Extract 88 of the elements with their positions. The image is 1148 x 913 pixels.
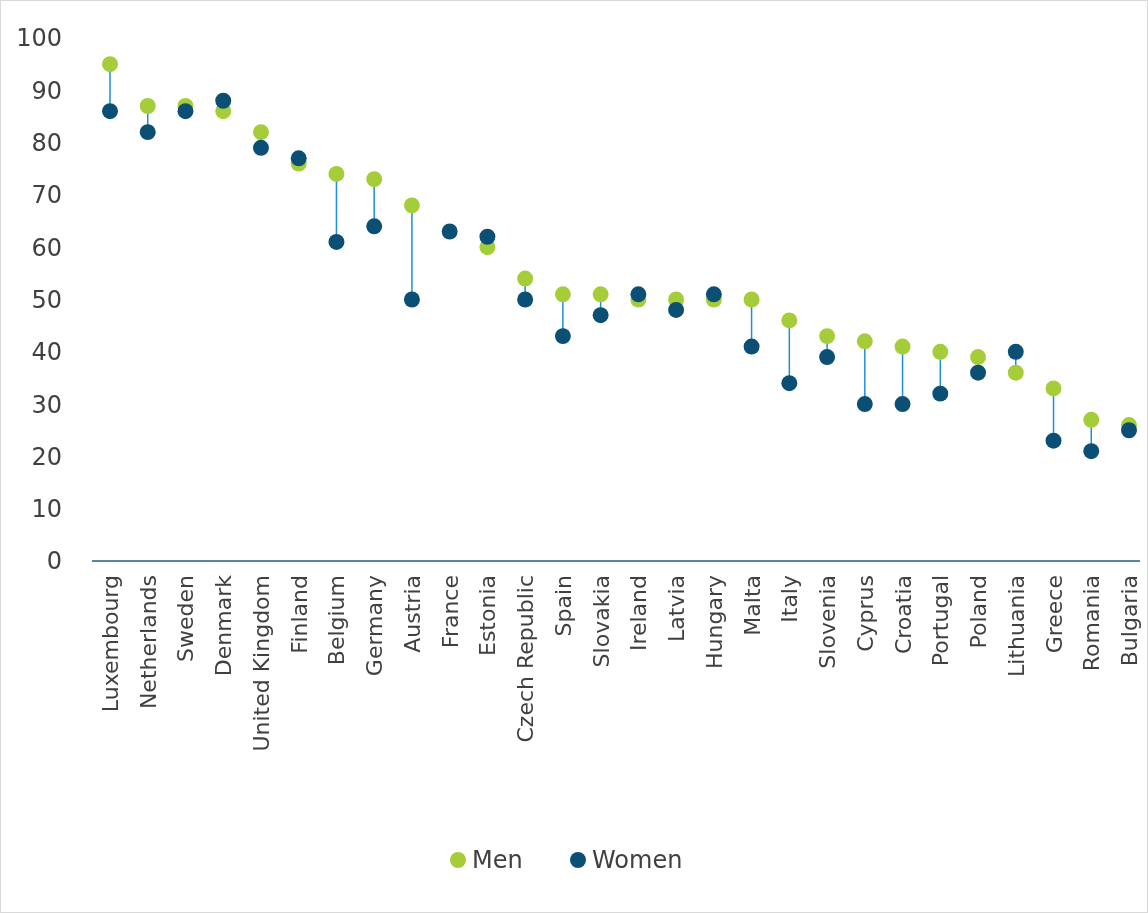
point	[139, 124, 156, 141]
point	[177, 103, 194, 120]
point	[517, 270, 534, 287]
point	[781, 375, 798, 392]
x-tick-label: Ireland	[626, 575, 652, 652]
point	[970, 364, 987, 381]
x-tick-label: Lithuania	[1003, 575, 1029, 677]
point	[554, 286, 571, 303]
x-tick-label: Austria	[399, 575, 425, 653]
y-tick-label: 30	[31, 390, 62, 419]
point	[403, 197, 420, 214]
point	[819, 349, 836, 365]
x-tick-label: Netherlands	[135, 575, 161, 710]
point	[479, 228, 496, 245]
point	[252, 124, 269, 141]
point	[1007, 343, 1024, 360]
point	[856, 396, 873, 413]
point	[1045, 432, 1062, 449]
point	[252, 139, 269, 156]
x-tick-label: Malta	[739, 575, 765, 636]
x-tick-label: Cyprus	[852, 575, 878, 652]
point	[781, 312, 798, 329]
y-tick-label: 80	[31, 129, 62, 157]
point	[1083, 411, 1100, 428]
point	[894, 396, 911, 413]
y-tick-label: 70	[31, 181, 62, 210]
point	[102, 56, 118, 73]
point	[441, 223, 458, 240]
x-tick-label: Poland	[966, 575, 992, 649]
x-tick-label: Belgium	[324, 575, 350, 666]
x-tick-label: Slovakia	[588, 575, 614, 668]
point	[819, 328, 836, 345]
y-tick-label: 40	[31, 338, 62, 367]
point	[328, 166, 345, 182]
point	[705, 286, 722, 303]
point	[215, 92, 232, 109]
legend-label: Men	[472, 846, 523, 875]
point	[668, 302, 685, 318]
y-tick-label: 100	[16, 24, 62, 53]
point	[366, 171, 383, 188]
x-tick-label: Denmark	[211, 574, 237, 677]
point	[630, 286, 647, 303]
point	[932, 385, 949, 402]
x-tick-label: Latvia	[664, 575, 690, 642]
y-tick-label: 10	[31, 495, 62, 524]
x-tick-label: Spain	[550, 575, 576, 637]
x-tick-label: Germany	[362, 575, 388, 677]
y-tick-label: 20	[31, 442, 62, 471]
x-tick-label: Luxembourg	[98, 575, 123, 713]
x-tick-label: Sweden	[173, 575, 199, 662]
x-tick-label: Croatia	[890, 575, 916, 655]
point	[970, 349, 987, 365]
y-tick-label: 60	[31, 233, 62, 262]
point	[554, 328, 571, 345]
point	[743, 291, 760, 308]
point	[517, 291, 534, 308]
x-tick-label: United Kingdom	[248, 575, 274, 752]
point	[328, 234, 345, 250]
x-tick-label: Estonia	[475, 575, 501, 656]
point	[1045, 380, 1062, 397]
point	[894, 338, 911, 355]
point	[743, 338, 760, 355]
y-tick-label: 90	[31, 76, 62, 105]
point	[290, 150, 307, 167]
point	[366, 218, 383, 235]
point	[592, 286, 609, 303]
x-tick-label: Hungary	[701, 575, 727, 669]
x-tick-label: Portugal	[928, 575, 954, 667]
x-tick-label: Finland	[286, 575, 312, 654]
point	[856, 333, 873, 350]
point	[102, 103, 118, 120]
x-tick-label: Italy	[777, 575, 803, 623]
x-tick-label: France	[437, 575, 463, 649]
x-tick-label: Romania	[1079, 575, 1105, 672]
x-tick-label: Bulgaria	[1117, 575, 1142, 667]
y-tick-label: 0	[46, 547, 62, 576]
x-tick-label: Czech Republic	[513, 575, 539, 743]
x-tick-label: Slovenia	[815, 575, 841, 669]
point	[932, 343, 949, 360]
point	[1007, 364, 1024, 381]
point	[592, 307, 609, 324]
point	[139, 98, 156, 114]
y-tick-label: 50	[31, 285, 62, 314]
point	[1121, 422, 1137, 439]
legend-label: Women	[592, 846, 683, 875]
point	[403, 291, 420, 308]
x-tick-label: Greece	[1041, 575, 1067, 654]
point	[1083, 443, 1100, 460]
